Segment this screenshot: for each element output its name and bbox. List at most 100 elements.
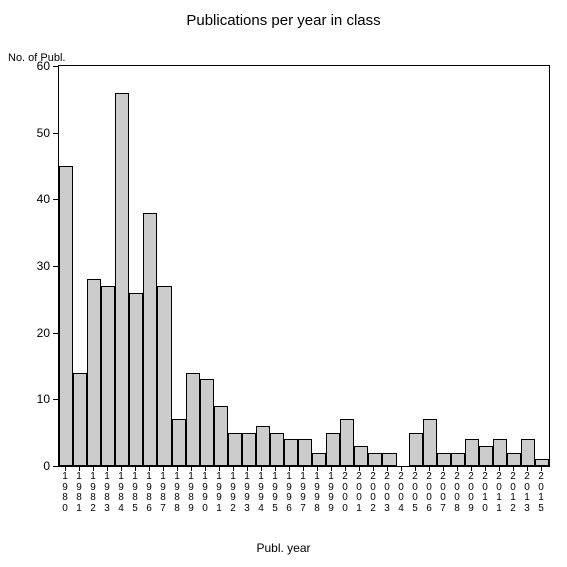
x-tick-label: 2 0 0 7 bbox=[438, 472, 448, 514]
x-tick-cell: 2 0 1 0 bbox=[478, 466, 492, 516]
x-tick-cell: 1 9 9 1 bbox=[212, 466, 226, 516]
x-tick-label: 1 9 9 2 bbox=[228, 472, 238, 514]
x-tick-cell: 2 0 0 1 bbox=[352, 466, 366, 516]
x-tick-cell: 2 0 0 8 bbox=[450, 466, 464, 516]
bar bbox=[535, 459, 549, 466]
x-tick-cell: 1 9 9 0 bbox=[198, 466, 212, 516]
x-tick-cell: 2 0 0 2 bbox=[366, 466, 380, 516]
x-tick-label: 1 9 9 8 bbox=[312, 472, 322, 514]
x-tick-cell: 1 9 8 9 bbox=[184, 466, 198, 516]
bar bbox=[172, 419, 186, 466]
bar bbox=[284, 439, 298, 466]
x-tick-cell: 2 0 1 5 bbox=[534, 466, 548, 516]
y-tick-label: 50 bbox=[37, 126, 59, 140]
bar bbox=[521, 439, 535, 466]
bar bbox=[451, 453, 465, 466]
bar bbox=[437, 453, 451, 466]
y-tick-label: 30 bbox=[37, 259, 59, 273]
bar bbox=[143, 213, 157, 466]
x-tick-label: 1 9 9 1 bbox=[214, 472, 224, 514]
x-tick-cell: 1 9 8 8 bbox=[170, 466, 184, 516]
x-tick-cell: 2 0 0 4 bbox=[394, 466, 408, 516]
bar bbox=[157, 286, 171, 466]
x-tick-label: 2 0 0 8 bbox=[452, 472, 462, 514]
x-tick-label: 2 0 0 6 bbox=[424, 472, 434, 514]
x-tick-cell: 1 9 8 2 bbox=[86, 466, 100, 516]
x-tick-cell: 2 0 1 3 bbox=[520, 466, 534, 516]
bar bbox=[73, 373, 87, 466]
x-tick-label: 1 9 8 5 bbox=[130, 472, 140, 514]
x-tick-label: 1 9 9 6 bbox=[284, 472, 294, 514]
x-tick-label: 2 0 0 1 bbox=[354, 472, 364, 514]
x-tick-cell: 1 9 8 1 bbox=[72, 466, 86, 516]
x-tick-label: 1 9 8 4 bbox=[116, 472, 126, 514]
x-axis-label: Publ. year bbox=[0, 541, 567, 555]
x-tick-label: 2 0 1 3 bbox=[522, 472, 532, 514]
bar bbox=[326, 433, 340, 466]
bar bbox=[312, 453, 326, 466]
x-tick-cell: 1 9 8 7 bbox=[156, 466, 170, 516]
x-tick-cell: 2 0 0 9 bbox=[464, 466, 478, 516]
x-tick-label: 2 0 1 2 bbox=[508, 472, 518, 514]
y-tick-label: 40 bbox=[37, 192, 59, 206]
x-tick-cell: 1 9 9 6 bbox=[282, 466, 296, 516]
bar bbox=[115, 93, 129, 466]
bar bbox=[409, 433, 423, 466]
bar bbox=[507, 453, 521, 466]
x-tick-cell: 2 0 0 3 bbox=[380, 466, 394, 516]
x-tick-label: 2 0 1 0 bbox=[480, 472, 490, 514]
bar bbox=[479, 446, 493, 466]
y-tick-label: 0 bbox=[43, 459, 59, 473]
x-tick-cell: 1 9 8 5 bbox=[128, 466, 142, 516]
x-tick-label: 1 9 9 5 bbox=[270, 472, 280, 514]
x-tick-cell: 1 9 9 8 bbox=[310, 466, 324, 516]
x-tick-label: 1 9 9 4 bbox=[256, 472, 266, 514]
x-tick-cell: 1 9 8 6 bbox=[142, 466, 156, 516]
bar bbox=[101, 286, 115, 466]
x-tick-label: 1 9 8 6 bbox=[144, 472, 154, 514]
x-tick-label: 2 0 1 5 bbox=[536, 472, 546, 514]
x-tick-label: 1 9 9 3 bbox=[242, 472, 252, 514]
bar bbox=[200, 379, 214, 466]
bar bbox=[129, 293, 143, 466]
chart-container: Publications per year in class No. of Pu… bbox=[0, 0, 567, 567]
x-tick-label: 1 9 8 8 bbox=[172, 472, 182, 514]
bar bbox=[368, 453, 382, 466]
bar bbox=[382, 453, 396, 466]
x-tick-cell: 1 9 9 4 bbox=[254, 466, 268, 516]
x-tick-label: 1 9 9 9 bbox=[326, 472, 336, 514]
y-tick-label: 60 bbox=[37, 59, 59, 73]
bar bbox=[59, 166, 73, 466]
x-tick-label: 2 0 1 1 bbox=[494, 472, 504, 514]
x-tick-cell: 2 0 0 0 bbox=[338, 466, 352, 516]
y-tick-label: 20 bbox=[37, 326, 59, 340]
bar bbox=[423, 419, 437, 466]
x-tick-label: 1 9 9 7 bbox=[298, 472, 308, 514]
x-tick-label: 1 9 8 2 bbox=[88, 472, 98, 514]
x-tick-label: 2 0 0 4 bbox=[396, 472, 406, 514]
x-ticks: 1 9 8 01 9 8 1 1 9 8 2 1 9 8 3 1 9 8 4 1 9 8… bbox=[58, 466, 548, 516]
x-tick-label: 2 0 0 9 bbox=[466, 472, 476, 514]
bar bbox=[87, 279, 101, 466]
x-tick-cell: 1 9 9 9 bbox=[324, 466, 338, 516]
x-tick-cell: 1 9 9 3 bbox=[240, 466, 254, 516]
x-tick-cell: 2 0 0 5 bbox=[408, 466, 422, 516]
x-tick-label: 2 0 0 0 bbox=[340, 472, 350, 514]
x-tick-label: 1 9 8 1 bbox=[74, 472, 84, 514]
x-tick-label: 2 0 0 5 bbox=[410, 472, 420, 514]
bars-group bbox=[59, 66, 549, 466]
y-tick-label: 10 bbox=[37, 392, 59, 406]
plot-area: 0102030405060 bbox=[58, 65, 550, 467]
x-tick-label: 1 9 8 3 bbox=[102, 472, 112, 514]
x-tick-label: 1 9 8 9 bbox=[186, 472, 196, 514]
x-tick-cell: 2 0 0 6 bbox=[422, 466, 436, 516]
bar bbox=[493, 439, 507, 466]
bar bbox=[298, 439, 312, 466]
bar bbox=[256, 426, 270, 466]
x-tick-cell: 1 9 9 2 bbox=[226, 466, 240, 516]
x-tick-cell: 1 9 8 0 bbox=[58, 466, 72, 516]
x-tick-cell: 1 9 9 5 bbox=[268, 466, 282, 516]
bar bbox=[214, 406, 228, 466]
x-tick-cell: 2 0 1 2 bbox=[506, 466, 520, 516]
bar bbox=[228, 433, 242, 466]
